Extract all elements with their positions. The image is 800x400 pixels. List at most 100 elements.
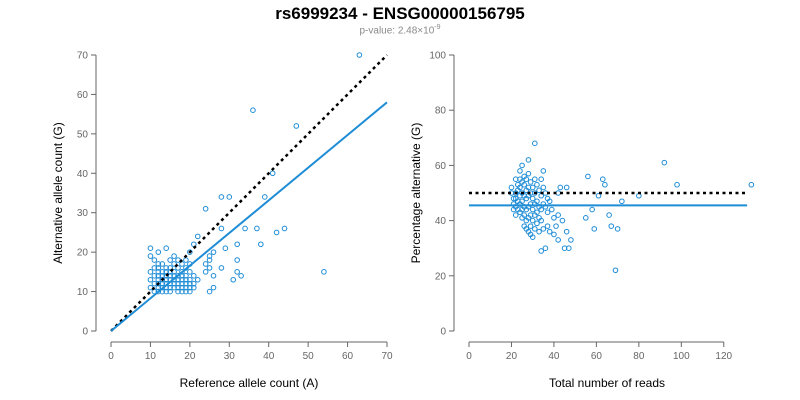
p-value-exponent: -9	[434, 24, 441, 31]
data-point	[187, 284, 193, 291]
data-point	[151, 257, 158, 263]
data-point	[525, 170, 532, 177]
data-point	[538, 176, 544, 182]
data-point	[155, 280, 162, 287]
fit-line	[110, 101, 388, 332]
data-point	[191, 280, 197, 287]
data-point	[544, 223, 551, 229]
data-point	[151, 273, 158, 279]
data-point	[674, 181, 680, 188]
p-value-text: p-value: 2.48×10	[359, 25, 435, 37]
data-point	[242, 225, 248, 232]
data-point	[619, 198, 625, 205]
x-tick-label: 20	[184, 351, 196, 362]
data-point	[147, 269, 154, 275]
data-point	[167, 288, 173, 295]
data-point	[155, 261, 162, 267]
data-point	[525, 157, 532, 163]
data-point	[167, 269, 173, 275]
chart-subtitle: p-value: 2.48×10-9	[0, 24, 800, 36]
data-point	[555, 212, 561, 218]
data-point	[599, 176, 606, 182]
data-point	[591, 226, 598, 232]
data-point	[202, 205, 209, 212]
data-point	[179, 276, 185, 283]
data-point	[585, 173, 591, 180]
data-point	[171, 253, 177, 259]
data-point	[191, 284, 197, 291]
data-point	[532, 190, 538, 196]
data-point	[179, 288, 185, 295]
x-tick-label: 50	[303, 351, 315, 362]
data-point	[563, 228, 570, 235]
data-point	[544, 209, 551, 216]
y-tick-label: 30	[77, 208, 89, 219]
data-point	[519, 198, 525, 205]
data-point	[356, 52, 363, 58]
data-point	[602, 181, 608, 188]
data-point	[258, 241, 264, 248]
data-point	[534, 198, 540, 205]
data-point	[234, 241, 240, 248]
data-point	[612, 267, 619, 274]
data-point	[529, 184, 536, 191]
data-point	[171, 284, 177, 291]
x-tick-label: 30	[224, 351, 236, 362]
data-point	[521, 212, 528, 218]
data-point	[512, 212, 519, 218]
data-point	[546, 228, 553, 235]
y-tick-label: 40	[77, 169, 89, 180]
data-point	[517, 184, 523, 191]
y-tick-label: 0	[440, 327, 446, 338]
y-tick-label: 40	[435, 216, 447, 227]
data-point	[194, 233, 201, 240]
data-point	[606, 212, 612, 218]
y-tick-label: 70	[77, 51, 89, 62]
data-point	[254, 225, 260, 232]
data-point	[546, 198, 553, 205]
x-tick-label: 120	[715, 351, 732, 362]
data-point	[234, 269, 240, 275]
data-point	[175, 288, 181, 295]
data-point	[565, 245, 572, 251]
data-point	[155, 276, 162, 283]
data-point	[155, 249, 162, 255]
data-point	[661, 159, 668, 166]
data-point	[563, 184, 570, 191]
data-point	[206, 257, 213, 263]
data-point	[163, 288, 169, 295]
data-point	[167, 284, 173, 291]
x-tick-label: 60	[591, 351, 603, 362]
data-point	[238, 273, 244, 279]
y-tick-label: 20	[77, 248, 89, 259]
data-point	[218, 194, 225, 200]
data-point	[179, 273, 185, 279]
data-point	[155, 288, 162, 295]
data-point	[155, 273, 162, 279]
data-point	[582, 215, 589, 221]
data-point	[194, 276, 201, 283]
data-point	[187, 276, 193, 283]
data-point	[159, 269, 166, 275]
y-tick-label: 60	[435, 161, 447, 172]
data-point	[555, 190, 561, 196]
data-point	[179, 280, 185, 287]
data-point	[540, 226, 547, 232]
data-point	[534, 181, 540, 188]
data-point	[155, 269, 162, 275]
data-point	[163, 265, 169, 271]
data-point	[179, 284, 185, 291]
data-point	[226, 194, 233, 200]
x-tick-label: 10	[145, 351, 157, 362]
data-point	[614, 226, 621, 232]
data-point	[293, 123, 300, 129]
data-point	[523, 176, 530, 182]
data-point	[532, 226, 538, 232]
data-point	[159, 280, 166, 287]
x-tick-label: 40	[263, 351, 275, 362]
x-tick-label: 70	[381, 351, 393, 362]
data-point	[163, 245, 169, 251]
data-point	[187, 249, 193, 255]
data-point	[206, 288, 213, 295]
data-point	[234, 257, 240, 263]
